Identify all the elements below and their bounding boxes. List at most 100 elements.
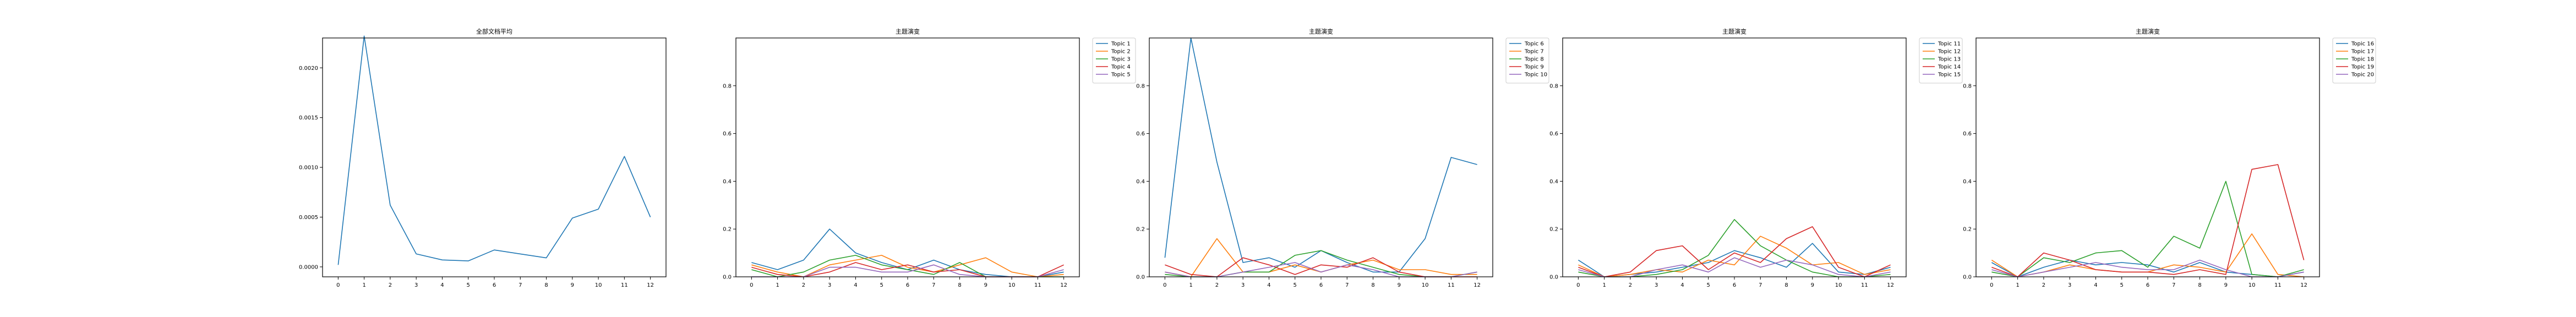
series-line-topic-14 bbox=[1578, 226, 1891, 277]
y-tick-label: 0.6 bbox=[1963, 131, 1972, 137]
x-tick-label: 5 bbox=[467, 282, 470, 288]
y-tick-label: 0.2 bbox=[1136, 227, 1145, 233]
x-tick-label: 12 bbox=[1887, 282, 1894, 288]
x-tick-label: 10 bbox=[1422, 282, 1429, 288]
series-line-topic-8 bbox=[1165, 250, 1477, 277]
x-tick-label: 2 bbox=[389, 282, 392, 288]
x-tick-label: 11 bbox=[1448, 282, 1455, 288]
series-line-topic-16 bbox=[1991, 259, 2304, 277]
y-tick-label: 0.2 bbox=[723, 227, 732, 233]
series-line-topic-20 bbox=[1991, 259, 2304, 277]
x-tick-label: 8 bbox=[1784, 282, 1788, 288]
x-tick-label: 1 bbox=[362, 282, 365, 288]
x-tick-label: 5 bbox=[1294, 282, 1297, 288]
y-tick-label: 0.4 bbox=[723, 179, 732, 185]
series-line-topic-13 bbox=[1578, 218, 1891, 277]
legend-label: Topic 14 bbox=[1938, 64, 1961, 70]
y-tick-label: 0.2 bbox=[1549, 227, 1558, 233]
series-line-topic-9 bbox=[1165, 257, 1477, 277]
x-tick-label: 5 bbox=[1707, 282, 1710, 288]
y-tick-label: 0.0 bbox=[723, 275, 732, 281]
series-line-topic-5 bbox=[751, 264, 1064, 277]
legend-label: Topic 6 bbox=[1524, 41, 1544, 47]
x-tick-label: 7 bbox=[1345, 282, 1349, 288]
x-tick-label: 3 bbox=[828, 282, 831, 288]
x-tick-label: 3 bbox=[1241, 282, 1245, 288]
chart-title: 主题演变 bbox=[896, 28, 920, 35]
y-tick-label: 0.0000 bbox=[299, 264, 318, 270]
axes-frame bbox=[1562, 37, 1907, 277]
x-tick-label: 0 bbox=[1163, 282, 1166, 288]
y-tick-label: 0.8 bbox=[1963, 83, 1972, 89]
x-tick-label: 4 bbox=[854, 282, 857, 288]
legend-label: Topic 4 bbox=[1111, 64, 1131, 70]
series-line-topic-17 bbox=[1991, 233, 2304, 277]
x-tick-label: 10 bbox=[1835, 282, 1842, 288]
x-tick-label: 1 bbox=[1189, 282, 1192, 288]
x-tick-label: 7 bbox=[2172, 282, 2175, 288]
series-line-topic-7 bbox=[1165, 238, 1477, 277]
x-tick-label: 8 bbox=[958, 282, 961, 288]
legend-label: Topic 9 bbox=[1524, 64, 1544, 70]
y-tick-label: 0.0005 bbox=[299, 215, 318, 221]
legend-label: Topic 8 bbox=[1524, 57, 1544, 63]
x-tick-label: 6 bbox=[1733, 282, 1736, 288]
x-tick-label: 12 bbox=[2300, 282, 2307, 288]
legend-label: Topic 13 bbox=[1938, 57, 1961, 63]
x-tick-label: 8 bbox=[2198, 282, 2201, 288]
x-tick-label: 3 bbox=[2068, 282, 2071, 288]
series-line-avg bbox=[337, 35, 651, 265]
x-tick-label: 6 bbox=[2146, 282, 2149, 288]
y-tick-label: 0.6 bbox=[1549, 131, 1558, 137]
y-tick-label: 0.6 bbox=[723, 131, 732, 137]
y-tick-label: 0.6 bbox=[1136, 131, 1145, 137]
x-tick-label: 3 bbox=[1655, 282, 1658, 288]
x-tick-label: 4 bbox=[440, 282, 444, 288]
chart-title: 主题演变 bbox=[2136, 28, 2160, 35]
legend-label: Topic 11 bbox=[1938, 41, 1961, 47]
y-tick-label: 0.0 bbox=[1963, 275, 1972, 281]
legend-label: Topic 19 bbox=[2351, 64, 2374, 70]
x-tick-label: 4 bbox=[2094, 282, 2097, 288]
x-tick-label: 12 bbox=[647, 282, 654, 288]
x-tick-label: 5 bbox=[2120, 282, 2124, 288]
series-line-topic-12 bbox=[1578, 236, 1891, 277]
x-tick-label: 8 bbox=[1371, 282, 1374, 288]
x-tick-label: 7 bbox=[519, 282, 522, 288]
x-tick-label: 7 bbox=[1759, 282, 1762, 288]
x-tick-label: 1 bbox=[1602, 282, 1606, 288]
x-tick-label: 4 bbox=[1680, 282, 1684, 288]
legend-box bbox=[1505, 37, 1549, 84]
x-tick-label: 0 bbox=[336, 282, 340, 288]
axes-frame bbox=[735, 37, 1080, 277]
series-line-topic-11 bbox=[1578, 243, 1891, 277]
y-tick-label: 0.4 bbox=[1136, 179, 1145, 185]
x-tick-label: 9 bbox=[2224, 282, 2228, 288]
x-tick-label: 12 bbox=[1060, 282, 1067, 288]
legend-label: Topic 1 bbox=[1111, 41, 1131, 47]
x-tick-label: 6 bbox=[906, 282, 909, 288]
legend-label: Topic 7 bbox=[1524, 49, 1544, 55]
x-tick-label: 2 bbox=[1629, 282, 1632, 288]
series-line-topic-2 bbox=[751, 255, 1064, 277]
x-tick-label: 8 bbox=[544, 282, 548, 288]
chart-title: 主题演变 bbox=[1722, 28, 1747, 35]
y-tick-label: 0.2 bbox=[1963, 227, 1972, 233]
legend-label: Topic 15 bbox=[1938, 72, 1961, 78]
legend-label: Topic 17 bbox=[2351, 49, 2374, 55]
y-tick-label: 0.0010 bbox=[299, 165, 318, 171]
axes-frame bbox=[1149, 37, 1493, 277]
chart-title: 主题演变 bbox=[1309, 28, 1333, 35]
axes-frame bbox=[322, 37, 667, 277]
legend-label: Topic 5 bbox=[1111, 72, 1131, 78]
x-tick-label: 11 bbox=[2274, 282, 2282, 288]
x-tick-label: 0 bbox=[1990, 282, 1993, 288]
